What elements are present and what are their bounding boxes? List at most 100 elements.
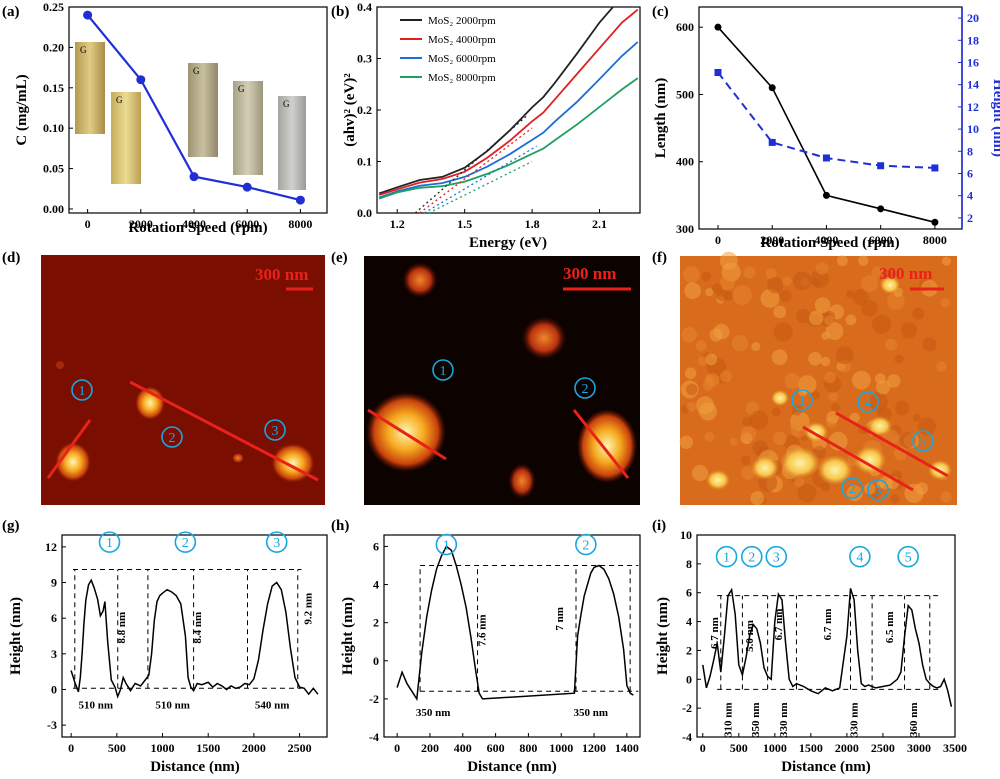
vial-label: G [238, 84, 245, 94]
texture-grain [941, 256, 952, 266]
flake [56, 361, 64, 369]
y-tick-label: 400 [676, 155, 694, 169]
texture-grain [704, 431, 715, 442]
texture-grain [858, 255, 869, 266]
marker-number: 2 [748, 551, 755, 566]
afm-image-d: 300 nm 1 2 3 [41, 255, 325, 505]
texture-grain [782, 276, 792, 286]
plot-frame-a [68, 6, 328, 214]
texture-grain [871, 314, 892, 334]
y-tick-label: 2 [373, 616, 379, 630]
y-tick-label: 3 [51, 647, 57, 661]
texture-grain [773, 322, 793, 342]
marker-circle [265, 531, 288, 553]
width-annotation: 350 nm [574, 707, 609, 719]
marker-number: 4 [856, 551, 863, 566]
tangent-fit-line [419, 127, 533, 214]
x-tick-label: 1500 [196, 741, 220, 755]
length-point [714, 23, 722, 31]
panel-h: 0 200 400 600 800 1000 1200 1400 -4 -2 0 2 4 6 7.6 nm 7… [340, 533, 641, 775]
texture-grain [729, 437, 738, 446]
marker-circle [765, 545, 788, 568]
vial-body [278, 96, 306, 190]
texture-grain [719, 251, 738, 270]
texture-grain [810, 390, 821, 400]
flake [771, 390, 789, 406]
height-point [931, 164, 939, 172]
texture-grain [749, 410, 769, 430]
texture-grain [835, 346, 854, 365]
afm-image-e: 300 nm 1 2 [364, 256, 640, 505]
y-tick-label: 0.25 [43, 0, 64, 14]
y-tick-label: -4 [682, 730, 692, 744]
y-axis-label-i: Height (nm) [655, 597, 671, 675]
x-tick-label: 0 [394, 741, 400, 755]
texture-grain [852, 370, 871, 390]
y-tick-label: 0.3 [357, 52, 372, 66]
marker-circle [791, 389, 813, 411]
flake [751, 456, 779, 480]
data-point [136, 75, 146, 85]
texture-grain [697, 356, 708, 366]
y-tick-label: 0.15 [43, 81, 64, 95]
height-annotation: 7 nm [554, 607, 566, 631]
panel-tag-i: (i) [652, 518, 666, 534]
y-tick-label: 4 [373, 578, 379, 592]
texture-grain [773, 431, 787, 446]
texture-grain [895, 400, 910, 416]
texture-grain [917, 417, 936, 436]
marker-circle [912, 430, 934, 452]
x-tick-label: 0 [700, 741, 706, 755]
y-axis-label-a: C (mg/mL) [14, 74, 30, 145]
texture-grain [760, 288, 780, 308]
x-axis-label-g: Distance (nm) [150, 759, 240, 775]
y-tick-label: -2 [369, 692, 379, 706]
height-annotation: 6.7 nm [822, 609, 834, 641]
flake [577, 409, 637, 483]
texture-grain [922, 337, 937, 352]
texture-grain [845, 314, 857, 326]
marker-2: 2 [574, 377, 596, 399]
y-tick-label: 0.20 [43, 40, 64, 54]
vial-label: G [116, 95, 123, 105]
width-annotation: 330 nm [778, 702, 790, 737]
height-annotation: 8.8 nm [116, 612, 128, 644]
vial-photo: G [278, 96, 306, 190]
height-annotation: 6.7 nm [709, 617, 721, 649]
marker-5: 5 [912, 430, 934, 452]
texture-grain [740, 455, 751, 466]
texture-grain [876, 480, 885, 489]
data-point [189, 172, 199, 182]
marker-number: 1 [440, 364, 447, 379]
y-axis-label-b: (ahv)² (eV)² [342, 73, 358, 147]
x-tick-label: 2000 [129, 217, 153, 231]
texture-grain [686, 383, 698, 396]
texture-grain [861, 275, 878, 292]
x-tick-label: 1200 [582, 741, 606, 755]
flake [780, 447, 820, 479]
y-tick-label: 0.4 [357, 0, 372, 14]
vial-photo: G [233, 81, 263, 175]
flake [508, 463, 536, 499]
marker-number: 1 [106, 536, 113, 551]
texture-grain [797, 483, 817, 503]
height-point [768, 138, 776, 146]
panel-tag-f: (f) [652, 250, 667, 266]
x-tick-label: 1000 [151, 741, 175, 755]
y-tick-label: 0 [686, 672, 692, 686]
texture-grain [765, 268, 777, 280]
marker-number: 5 [905, 551, 912, 566]
flake [868, 416, 892, 436]
width-annotation: 310 nm [723, 702, 735, 737]
texture-grain [751, 342, 761, 352]
texture-grain [720, 370, 732, 383]
scan-line [572, 409, 630, 479]
texture-grain [808, 352, 822, 366]
texture-grain [861, 300, 879, 317]
afm-image-f: 300 nm 1 2 3 4 5 [679, 251, 957, 506]
texture-grain [771, 349, 788, 366]
panel-tag-d: (d) [2, 250, 20, 266]
texture-grain [825, 322, 844, 341]
flake [135, 386, 165, 420]
